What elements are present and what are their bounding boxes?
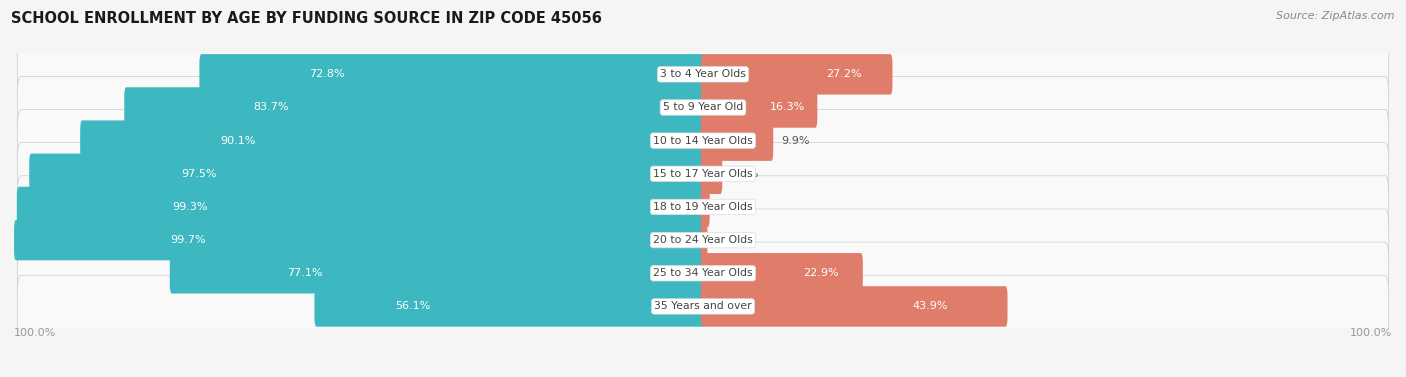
FancyBboxPatch shape xyxy=(702,253,863,294)
FancyBboxPatch shape xyxy=(702,120,773,161)
Text: 18 to 19 Year Olds: 18 to 19 Year Olds xyxy=(654,202,752,212)
Text: 100.0%: 100.0% xyxy=(14,328,56,338)
Text: SCHOOL ENROLLMENT BY AGE BY FUNDING SOURCE IN ZIP CODE 45056: SCHOOL ENROLLMENT BY AGE BY FUNDING SOUR… xyxy=(11,11,602,26)
FancyBboxPatch shape xyxy=(14,220,704,261)
Text: 0.67%: 0.67% xyxy=(718,202,754,212)
Text: 100.0%: 100.0% xyxy=(1350,328,1392,338)
Text: 90.1%: 90.1% xyxy=(219,136,254,146)
FancyBboxPatch shape xyxy=(17,187,704,227)
FancyBboxPatch shape xyxy=(702,87,817,128)
FancyBboxPatch shape xyxy=(702,187,710,227)
Text: 0.34%: 0.34% xyxy=(716,235,751,245)
FancyBboxPatch shape xyxy=(17,143,1389,205)
Text: Source: ZipAtlas.com: Source: ZipAtlas.com xyxy=(1277,11,1395,21)
FancyBboxPatch shape xyxy=(124,87,704,128)
FancyBboxPatch shape xyxy=(17,109,1389,172)
Text: 77.1%: 77.1% xyxy=(287,268,322,278)
Text: 3 to 4 Year Olds: 3 to 4 Year Olds xyxy=(659,69,747,79)
FancyBboxPatch shape xyxy=(17,242,1389,305)
FancyBboxPatch shape xyxy=(17,76,1389,139)
FancyBboxPatch shape xyxy=(17,209,1389,271)
Legend: Public School, Private School: Public School, Private School xyxy=(576,376,830,377)
Text: 99.7%: 99.7% xyxy=(170,235,205,245)
Text: 99.3%: 99.3% xyxy=(172,202,208,212)
Text: 15 to 17 Year Olds: 15 to 17 Year Olds xyxy=(654,169,752,179)
FancyBboxPatch shape xyxy=(315,286,704,326)
FancyBboxPatch shape xyxy=(30,153,704,194)
FancyBboxPatch shape xyxy=(170,253,704,294)
FancyBboxPatch shape xyxy=(80,120,704,161)
FancyBboxPatch shape xyxy=(200,54,704,95)
Text: 22.9%: 22.9% xyxy=(803,268,839,278)
Text: 27.2%: 27.2% xyxy=(825,69,862,79)
Text: 43.9%: 43.9% xyxy=(912,302,948,311)
FancyBboxPatch shape xyxy=(702,220,707,261)
FancyBboxPatch shape xyxy=(702,153,723,194)
FancyBboxPatch shape xyxy=(702,286,1008,326)
Text: 2.5%: 2.5% xyxy=(731,169,759,179)
FancyBboxPatch shape xyxy=(17,176,1389,238)
Text: 97.5%: 97.5% xyxy=(181,169,217,179)
Text: 9.9%: 9.9% xyxy=(782,136,810,146)
Text: 35 Years and over: 35 Years and over xyxy=(654,302,752,311)
Text: 25 to 34 Year Olds: 25 to 34 Year Olds xyxy=(654,268,752,278)
FancyBboxPatch shape xyxy=(17,43,1389,106)
Text: 10 to 14 Year Olds: 10 to 14 Year Olds xyxy=(654,136,752,146)
Text: 20 to 24 Year Olds: 20 to 24 Year Olds xyxy=(654,235,752,245)
Text: 83.7%: 83.7% xyxy=(253,103,288,112)
FancyBboxPatch shape xyxy=(702,54,893,95)
Text: 56.1%: 56.1% xyxy=(395,302,430,311)
Text: 5 to 9 Year Old: 5 to 9 Year Old xyxy=(662,103,744,112)
Text: 16.3%: 16.3% xyxy=(769,103,804,112)
Text: 72.8%: 72.8% xyxy=(309,69,344,79)
FancyBboxPatch shape xyxy=(17,275,1389,338)
